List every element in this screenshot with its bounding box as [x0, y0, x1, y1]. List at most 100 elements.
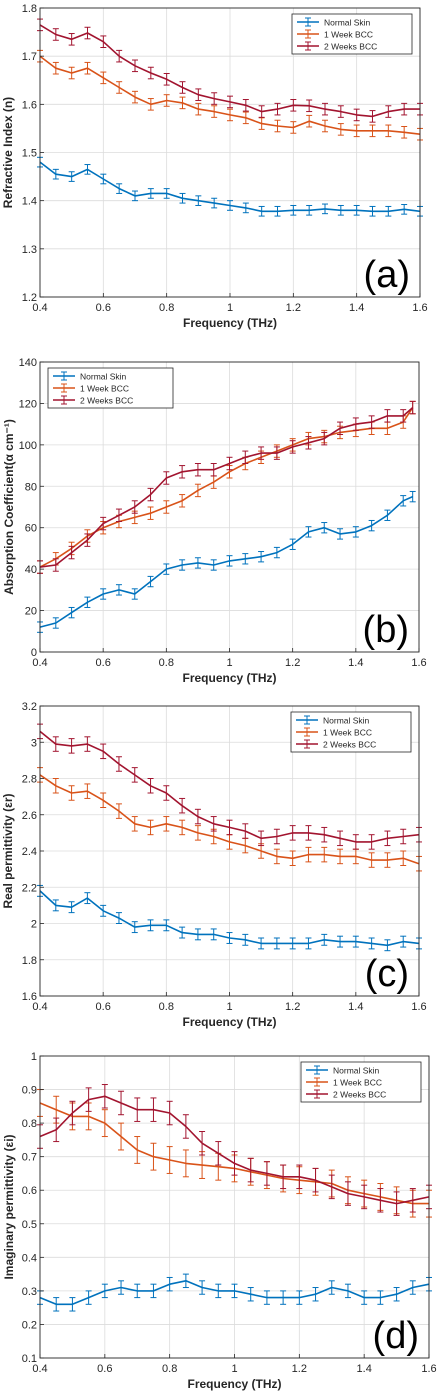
error-bar — [85, 1290, 92, 1305]
error-bar — [100, 35, 107, 48]
x-tick-label: 1.2 — [292, 1363, 307, 1375]
y-tick-label: 1.6 — [22, 991, 37, 1003]
error-bar — [377, 1188, 384, 1213]
error-bar — [384, 409, 391, 423]
error-bar — [384, 509, 391, 521]
y-tick-label: 0.1 — [22, 1353, 37, 1365]
error-bar — [147, 66, 154, 80]
series-1 — [37, 490, 416, 633]
y-tick-label: 0.8 — [22, 1118, 37, 1130]
error-bar — [274, 119, 281, 133]
error-bar — [384, 939, 391, 952]
y-axis-label: Refractive Index (n) — [1, 97, 15, 208]
x-tick-label: 0.4 — [32, 1001, 47, 1013]
error-bar — [101, 1084, 108, 1109]
error-bar — [290, 99, 297, 112]
y-axis-label: Absorption Coefficient(α cm⁻¹) — [2, 419, 16, 595]
x-tick-label: 0.4 — [32, 657, 47, 669]
error-bar — [344, 1181, 351, 1206]
error-bar — [163, 94, 170, 107]
error-bar — [163, 188, 170, 199]
error-bar — [195, 102, 202, 116]
error-bar — [305, 825, 312, 841]
error-bar — [115, 912, 122, 924]
legend-entry: Normal Skin — [333, 1066, 380, 1076]
error-bar — [68, 66, 75, 80]
error-bar — [242, 202, 249, 214]
error-bar — [242, 450, 249, 464]
error-bar — [290, 121, 297, 134]
series-3 — [37, 1084, 432, 1216]
y-tick-label: 140 — [19, 357, 37, 369]
error-bar — [306, 114, 313, 128]
error-bar — [409, 490, 416, 503]
error-bar — [361, 1290, 368, 1305]
error-bar — [289, 440, 296, 454]
legend: Normal Skin 1 Week BCC 2 Weeks BCC — [290, 711, 412, 753]
x-tick-label: 1.4 — [348, 657, 363, 669]
y-tick-label: 1.8 — [22, 3, 37, 15]
error-bar — [163, 73, 170, 86]
x-tick-label: 0.8 — [159, 302, 174, 314]
error-bar — [400, 850, 407, 866]
legend-swatch — [297, 17, 319, 27]
error-bar — [131, 500, 138, 514]
error-bar — [115, 756, 122, 772]
error-bar — [166, 1146, 173, 1174]
error-bar — [368, 937, 375, 950]
error-bar — [401, 102, 408, 116]
error-bar — [100, 516, 107, 531]
error-bar — [353, 108, 360, 122]
error-bar — [385, 205, 392, 217]
legend-swatch — [306, 1065, 328, 1075]
x-tick-label: 1.2 — [286, 302, 301, 314]
error-bar — [194, 825, 201, 841]
error-bar — [163, 563, 170, 575]
error-bar — [116, 81, 123, 94]
error-bar — [179, 926, 186, 939]
y-tick-label: 120 — [19, 398, 37, 410]
error-bar — [337, 105, 344, 118]
legend-swatch — [297, 41, 319, 51]
error-bar — [409, 1280, 416, 1295]
error-bar — [247, 1157, 254, 1183]
error-bar — [368, 834, 375, 850]
error-bar — [163, 816, 170, 832]
error-bar — [166, 1276, 173, 1292]
error-bar — [182, 1114, 189, 1139]
error-bar — [210, 928, 217, 941]
error-bar — [134, 1283, 141, 1299]
error-bar — [258, 105, 265, 118]
error-bar — [226, 819, 233, 836]
x-tick-label: 1.2 — [285, 657, 300, 669]
panel-label: (d) — [373, 1315, 419, 1357]
error-bar — [68, 171, 75, 182]
error-bar — [84, 736, 91, 752]
chart-panel-2: 0.4 0.6 0.8 1 1.2 1.4 1.6 0 20 40 60 80 100 120 140 Fre… — [2, 357, 427, 685]
x-tick-label: 1.6 — [411, 1001, 426, 1013]
error-bar — [369, 205, 376, 217]
y-tick-label: 0.4 — [22, 1252, 37, 1264]
y-tick-label: 1.8 — [22, 955, 37, 967]
error-bar — [321, 522, 328, 534]
error-bar — [305, 846, 312, 863]
error-bar — [306, 99, 313, 113]
y-tick-label: 2.4 — [22, 846, 37, 858]
error-bar — [400, 495, 407, 507]
error-bar — [100, 173, 107, 185]
error-bar — [393, 1287, 400, 1302]
y-tick-label: 80 — [25, 481, 37, 493]
y-tick-label: 1.2 — [22, 292, 37, 304]
legend-swatch — [53, 383, 75, 393]
error-bar — [352, 935, 359, 948]
error-bar — [163, 500, 170, 514]
error-bar — [210, 463, 217, 477]
error-bar — [400, 409, 407, 423]
error-bar — [101, 1283, 108, 1299]
error-bar — [400, 935, 407, 948]
legend-entry: Normal Skin — [80, 372, 127, 382]
y-tick-label: 0.5 — [22, 1219, 37, 1231]
error-bar — [116, 49, 123, 63]
y-tick-label: 2.6 — [22, 810, 37, 822]
x-tick-label: 1 — [231, 1363, 237, 1375]
